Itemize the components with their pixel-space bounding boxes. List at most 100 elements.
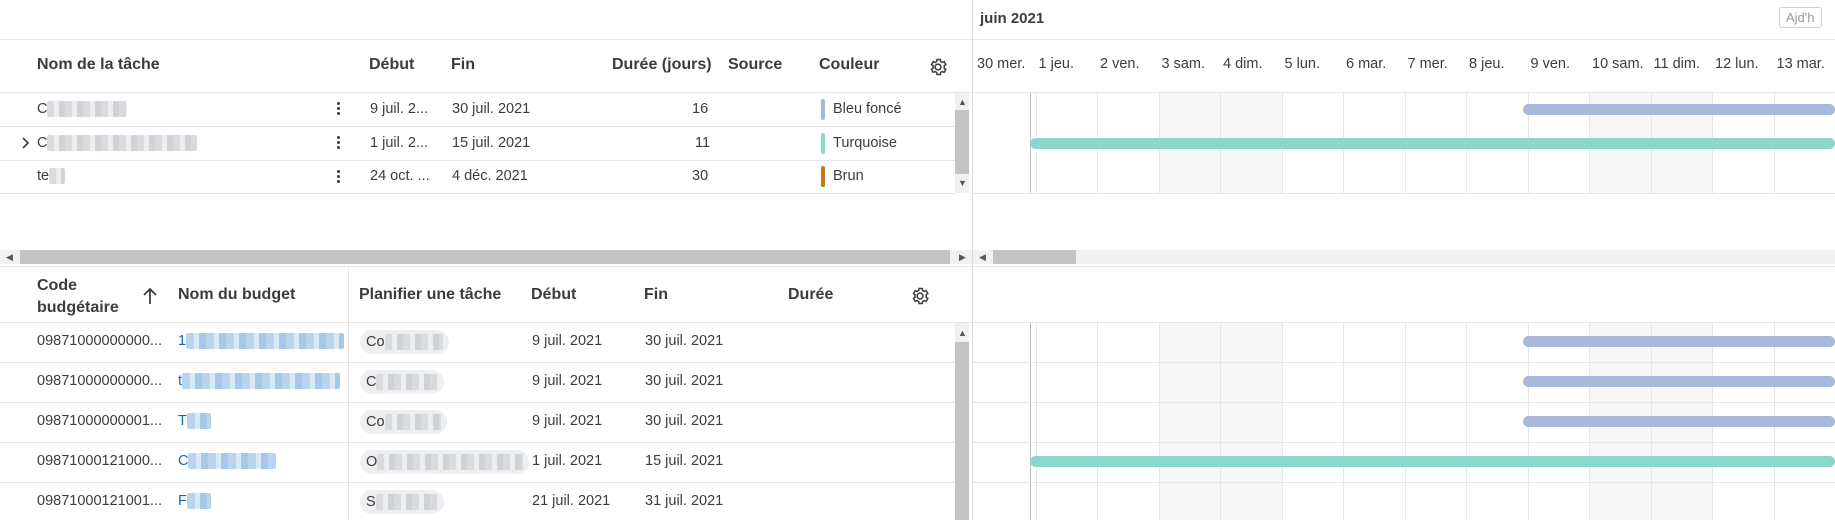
- day-label: 8 jeu.: [1469, 56, 1505, 72]
- task-chip[interactable]: O: [360, 450, 530, 474]
- scroll-up-icon[interactable]: ▲: [958, 97, 967, 107]
- task-chip[interactable]: Co: [360, 410, 447, 434]
- day-label: 5 lun.: [1284, 56, 1320, 72]
- col-header-task-name[interactable]: Nom de la tâche: [37, 56, 160, 73]
- day-label: 6 mar.: [1346, 56, 1387, 72]
- col-header-budget-start[interactable]: Début: [531, 286, 577, 303]
- pane-divider[interactable]: [972, 0, 973, 520]
- day-label: 3 sam.: [1161, 56, 1206, 72]
- sort-ascending-icon[interactable]: [142, 287, 158, 305]
- budget-bar[interactable]: [1523, 416, 1835, 427]
- day-label: 1 jeu.: [1038, 56, 1074, 72]
- task-bar[interactable]: [1523, 104, 1835, 115]
- task-name: C: [37, 101, 128, 118]
- budget-name-link[interactable]: C: [178, 453, 277, 470]
- day-label: 11 dim.: [1653, 56, 1700, 72]
- col-header-color[interactable]: Couleur: [819, 56, 880, 73]
- col-header-budget-end[interactable]: Fin: [644, 286, 668, 303]
- scroll-right-icon[interactable]: ▶: [959, 252, 966, 262]
- budget-start: 9 juil. 2021: [532, 333, 603, 349]
- day-label: 2 ven.: [1100, 56, 1140, 72]
- task-color-name: Bleu foncé: [833, 101, 902, 117]
- scroll-down-icon[interactable]: ▼: [958, 178, 967, 188]
- day-label: 12 lun.: [1715, 56, 1759, 72]
- gear-icon[interactable]: [928, 57, 948, 77]
- budget-start: 1 juil. 2021: [532, 453, 603, 469]
- task-color-name: Turquoise: [833, 135, 897, 151]
- budget-end: 30 juil. 2021: [645, 413, 724, 429]
- col-header-plan-task[interactable]: Planifier une tâche: [359, 286, 502, 303]
- task-chip[interactable]: S: [360, 490, 444, 514]
- color-swatch: [821, 166, 825, 187]
- budget-end: 30 juil. 2021: [645, 373, 724, 389]
- day-gridline: [1097, 323, 1098, 520]
- budget-start: 9 juil. 2021: [532, 413, 603, 429]
- task-grid-scroll-thumb[interactable]: [955, 110, 969, 174]
- col-header-budget-name[interactable]: Nom du budget: [178, 286, 296, 303]
- day-gridline: [1281, 323, 1283, 520]
- timeline-horizontal-scrollbar[interactable]: [973, 250, 1835, 264]
- weekend-column: [1220, 323, 1282, 520]
- day-gridline: [1035, 323, 1037, 520]
- task-chip[interactable]: C: [360, 370, 445, 394]
- col-header-budget-duration[interactable]: Durée: [788, 286, 834, 303]
- today-button[interactable]: Ajd'h: [1779, 7, 1822, 28]
- task-grid-hscroll-thumb[interactable]: [20, 250, 950, 264]
- budget-end: 15 juil. 2021: [645, 453, 724, 469]
- budget-name-link[interactable]: T: [178, 413, 211, 430]
- budget-name-link[interactable]: 1: [178, 333, 345, 350]
- budget-end: 30 juil. 2021: [645, 333, 724, 349]
- task-end: 30 juil. 2021: [452, 101, 531, 117]
- scroll-left-icon[interactable]: ◀: [6, 252, 13, 262]
- task-end: 4 déc. 2021: [452, 168, 528, 184]
- scroll-left-icon[interactable]: ◀: [979, 252, 986, 262]
- day-label: 4 dim.: [1223, 56, 1263, 72]
- task-color-name: Brun: [833, 168, 864, 184]
- budget-bar[interactable]: [1523, 376, 1835, 387]
- budget-name-link[interactable]: F: [178, 493, 211, 510]
- budget-code: 09871000121001...: [37, 493, 162, 509]
- day-label: 13 mar.: [1776, 56, 1825, 72]
- budget-bar[interactable]: [1523, 336, 1835, 347]
- col-header-end[interactable]: Fin: [451, 56, 475, 73]
- budget-end: 31 juil. 2021: [645, 493, 724, 509]
- budget-start: 9 juil. 2021: [532, 373, 603, 389]
- task-name: te: [37, 168, 66, 185]
- task-end: 15 juil. 2021: [452, 135, 531, 151]
- task-bar[interactable]: [1030, 138, 1835, 149]
- task-duration: 11: [695, 135, 711, 151]
- task-start: 24 oct. ...: [370, 168, 430, 184]
- task-start: 1 juil. 2...: [370, 135, 429, 151]
- more-options-icon[interactable]: [337, 102, 341, 117]
- task-chip[interactable]: Co: [360, 330, 449, 354]
- gear-icon[interactable]: [910, 286, 930, 306]
- today-line-bottom: [1030, 323, 1031, 520]
- chevron-right-icon[interactable]: [21, 137, 31, 149]
- budget-code: 09871000000000...: [37, 333, 162, 349]
- weekend-column: [1158, 323, 1220, 520]
- col-header-start[interactable]: Début: [369, 56, 415, 73]
- task-start: 9 juil. 2...: [370, 101, 429, 117]
- day-label: 30 mer.: [977, 56, 1026, 72]
- budget-name-link[interactable]: t: [178, 373, 341, 390]
- scroll-up-icon[interactable]: ▲: [958, 328, 967, 338]
- timeline-hscroll-thumb[interactable]: [993, 250, 1076, 264]
- budget-code: 09871000121000...: [37, 453, 162, 469]
- day-label: 10 sam.: [1592, 56, 1644, 72]
- col-header-budget-code[interactable]: Code budgétaire: [37, 277, 119, 316]
- col-header-source[interactable]: Source: [728, 56, 783, 73]
- task-duration: 16: [692, 101, 709, 117]
- color-swatch: [821, 99, 825, 120]
- day-gridline: [1158, 323, 1160, 520]
- day-gridline: [1220, 323, 1221, 520]
- budget-grid-scroll-thumb[interactable]: [955, 342, 969, 520]
- budget-bar[interactable]: [1030, 456, 1835, 467]
- day-gridline: [1343, 323, 1344, 520]
- more-options-icon[interactable]: [337, 170, 341, 185]
- more-options-icon[interactable]: [337, 136, 341, 151]
- budget-code: 09871000000000...: [37, 373, 162, 389]
- color-swatch: [821, 133, 825, 154]
- task-name: C: [37, 135, 198, 152]
- day-gridline: [1466, 323, 1467, 520]
- col-header-duration[interactable]: Durée (jours): [612, 56, 712, 73]
